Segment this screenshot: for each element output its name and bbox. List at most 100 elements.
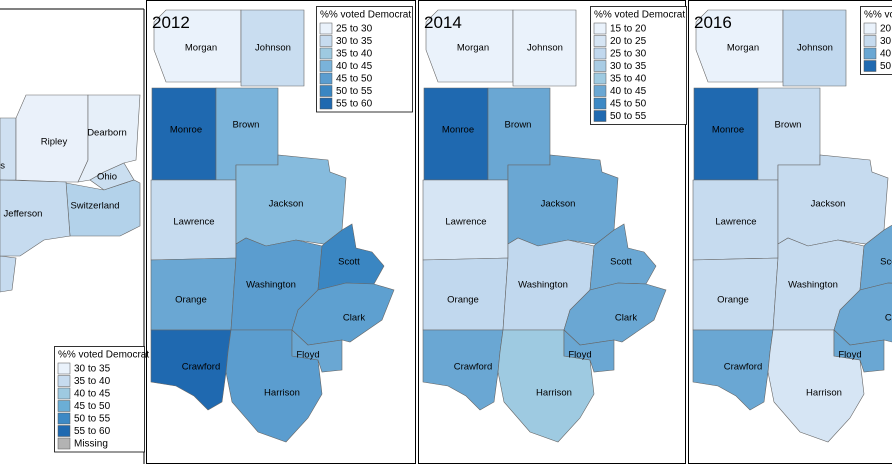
legend-label: 50 to 55 — [610, 111, 647, 122]
county-label: Jackson — [811, 199, 846, 210]
legend-swatch — [57, 437, 71, 450]
legend-label: 25 to 30 — [336, 24, 373, 35]
legend-label: 15 to 20 — [610, 24, 647, 35]
county-label: Jefferson — [4, 209, 43, 220]
county-label: Scott — [610, 257, 632, 268]
county-label: Johnson — [527, 43, 563, 54]
legend-label: 30 to 35 — [336, 36, 373, 47]
county-label: Brown — [505, 120, 532, 131]
county-label: Clark — [885, 313, 892, 324]
legend-swatch — [593, 22, 607, 35]
county-label: Crawford — [454, 362, 493, 373]
legend-label: Missing — [74, 439, 108, 450]
county-label: Monroe — [170, 125, 202, 136]
county-shape — [512, 9, 577, 87]
county-shape — [859, 224, 892, 291]
legend-label: 35 to 40 — [74, 376, 111, 387]
legend-label: 40 to 45 — [74, 389, 111, 400]
legend-swatch — [319, 72, 333, 85]
legend-title: %% voted Democrat — [594, 10, 685, 21]
county-label: Scott — [880, 257, 892, 268]
county-label: Floyd — [838, 350, 861, 361]
county-label: Dearborn — [87, 128, 127, 139]
legend-title: %% voted Democrat — [864, 10, 892, 21]
legend-swatch — [319, 35, 333, 47]
legend-swatch — [319, 85, 333, 97]
county-label: Johnson — [255, 43, 291, 54]
county-shape — [65, 179, 141, 237]
legend-label: 40 to 45 — [610, 86, 647, 97]
county-label: Monroe — [442, 125, 474, 136]
county-label: Floyd — [296, 350, 319, 361]
legend-swatch — [57, 425, 71, 437]
panel-title: 2014 — [424, 13, 462, 32]
county-label: Morgan — [457, 43, 489, 54]
legend-label: 25 to 30 — [610, 49, 647, 60]
legend-swatch — [863, 60, 877, 72]
legend-swatch — [593, 110, 607, 122]
county-label: Jackson — [269, 199, 304, 210]
county-label: Crawford — [182, 362, 221, 373]
legend-swatch — [57, 362, 71, 375]
legend-swatch — [593, 72, 607, 85]
legend-label: 55 to 60 — [74, 426, 111, 437]
panel-border — [146, 0, 416, 464]
legend-label: 30 to 40 — [880, 36, 892, 47]
county-label: Clark — [615, 313, 637, 324]
panel-border — [688, 0, 892, 464]
panel-title: 2012 — [152, 13, 190, 32]
legend-label: 40 to 50 — [880, 49, 892, 60]
legend-swatch — [593, 97, 607, 110]
legend-label: 50 to 60 — [880, 61, 892, 72]
county-label: Lawrence — [173, 217, 214, 228]
county-label: Scott — [338, 257, 360, 268]
legend-swatch — [863, 22, 877, 35]
county-shape — [833, 329, 885, 373]
legend-label: 45 to 50 — [336, 74, 373, 85]
county-label: Harrison — [806, 388, 842, 399]
legend-label: 35 to 40 — [336, 49, 373, 60]
county-label: Switzerland — [70, 201, 119, 212]
county-shape — [317, 223, 385, 291]
county-label: Johnson — [797, 43, 833, 54]
legend-swatch — [593, 85, 607, 97]
county-label: Orange — [717, 295, 749, 306]
legend-swatch — [57, 412, 71, 425]
county-shape — [240, 9, 305, 87]
legend-title: %% voted Democrat — [58, 350, 149, 361]
legend-swatch — [593, 47, 607, 60]
county-shape — [782, 9, 847, 87]
county-label: Harrison — [536, 388, 572, 399]
legend-label: 20 to 30 — [880, 24, 892, 35]
county-label: Lawrence — [445, 217, 486, 228]
county-shape — [589, 223, 657, 291]
legend-swatch — [863, 47, 877, 60]
legend-box — [316, 6, 413, 113]
legend-swatch — [593, 60, 607, 72]
county-label: Crawford — [724, 362, 763, 373]
legend-box — [590, 6, 687, 125]
county-shape — [89, 162, 135, 191]
legend-label: 35 to 40 — [610, 74, 647, 85]
legend-swatch — [319, 22, 333, 35]
legend-swatch — [863, 35, 877, 47]
county-label: Clark — [343, 313, 365, 324]
panel-border — [418, 0, 686, 464]
legend-label: 40 to 45 — [336, 61, 373, 72]
panel-title: 2016 — [694, 13, 732, 32]
legend-label: 45 to 50 — [74, 401, 111, 412]
legend-label: 30 to 35 — [74, 364, 111, 375]
county-label: Monroe — [712, 125, 744, 136]
county-label: Harrison — [264, 388, 300, 399]
legend-label: 50 to 55 — [336, 86, 373, 97]
legend-swatch — [593, 35, 607, 47]
legend-swatch — [57, 400, 71, 412]
legend-label: 20 to 25 — [610, 36, 647, 47]
county-label: Orange — [447, 295, 479, 306]
legend-label: 45 to 50 — [610, 99, 647, 110]
legend-swatch — [319, 47, 333, 60]
legend-swatch — [57, 387, 71, 400]
county-label: Jackson — [541, 199, 576, 210]
legend-swatch — [319, 97, 333, 110]
